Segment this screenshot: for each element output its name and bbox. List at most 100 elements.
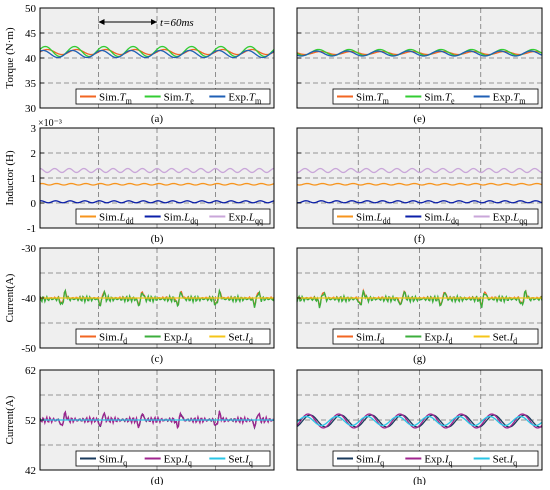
legend-label-sub: q (380, 459, 384, 468)
legend-label-var: I (444, 454, 450, 466)
legend-label-var: I (183, 454, 189, 466)
series-line (39, 167, 275, 174)
legend-label-base: Set. (228, 332, 245, 344)
y-tick-label: 30 (25, 103, 37, 115)
panel-e: Sim.Tm Sim.Te Exp.Tm(e) (296, 7, 543, 125)
legend-label: Set.Id (493, 332, 517, 346)
legend-label-var: I (244, 454, 250, 466)
panel-tag: (a) (151, 113, 164, 125)
legend-label-base: Set. (228, 454, 245, 466)
legend-label: Sim.Ldd (356, 212, 391, 226)
y-tick-label: 42 (25, 465, 36, 477)
panel-tag: (b) (151, 233, 164, 245)
legend-label-base: Sim. (356, 332, 377, 344)
legend-label-base: Sim. (164, 212, 185, 224)
legend-label-sub: d (249, 337, 253, 346)
legend-label-var: T (184, 92, 191, 104)
legend-label-var: L (444, 212, 451, 224)
legend-label-sub: m (383, 97, 390, 106)
legend-label-var: I (508, 332, 514, 344)
legend-label-var: I (444, 332, 450, 344)
legend-label-base: Set. (493, 332, 510, 344)
legend-label-base: Exp. (164, 454, 185, 466)
legend-label-sub: d (188, 337, 192, 346)
y-axis-label: Torque (N·m) (4, 27, 16, 89)
panel-tag: (f) (414, 233, 425, 245)
legend-label-sub: m (519, 97, 526, 106)
series-line (296, 415, 543, 427)
legend-label-sub: dq (190, 217, 198, 226)
legend-label: Exp.Lqq (493, 212, 528, 226)
series-line (296, 167, 543, 174)
series-line (39, 49, 275, 59)
y-tick-label: 3 (31, 123, 37, 135)
legend-label-base: Exp. (493, 92, 514, 104)
legend-label: Sim.Ldd (99, 212, 134, 226)
legend-label: Sim.Id (99, 332, 127, 346)
arrow-head-left (98, 19, 105, 25)
panel-tag: (d) (151, 475, 164, 485)
legend-label-sub: e (190, 97, 194, 106)
legend-label-base: Exp. (424, 454, 445, 466)
legend-label-base: Exp. (228, 92, 249, 104)
y-tick-label: 45 (25, 28, 37, 40)
legend-label-base: Exp. (424, 332, 445, 344)
legend-box (332, 208, 539, 225)
y-tick-label: -30 (21, 243, 36, 255)
legend-label-base: Set. (493, 454, 510, 466)
legend-box (332, 88, 539, 105)
legend-label-base: Sim. (99, 332, 120, 344)
y-tick-label: -1 (27, 223, 36, 235)
panel-g: Sim.Id Exp.Id Set.Id(g) (296, 247, 543, 365)
legend-label-sub: dd (126, 217, 134, 226)
legend-label-var: I (244, 332, 250, 344)
legend-label-var: T (119, 92, 126, 104)
legend-label-var: T (376, 92, 383, 104)
legend-box (75, 450, 271, 467)
legend-label: Sim.Te (164, 92, 195, 106)
legend-label-sub: m (255, 97, 262, 106)
y-tick-label: 1 (31, 173, 37, 185)
legend-label: Exp.Iq (164, 454, 192, 468)
legend-label-base: Exp. (228, 212, 249, 224)
legend-label-var: L (512, 212, 519, 224)
panel-tag: (e) (413, 113, 426, 125)
panel-h: Sim.Iq Exp.Iq Set.Iq(h) (296, 369, 543, 487)
y-tick-label: 40 (25, 53, 37, 65)
legend-label-sub: d (123, 337, 127, 346)
legend-label-var: I (375, 454, 381, 466)
panel-tag: (h) (413, 475, 426, 485)
legend-label-var: I (183, 332, 189, 344)
legend-label-var: L (248, 212, 255, 224)
panel-tag: (g) (413, 353, 426, 365)
series-line (296, 182, 543, 186)
legend-label-sub: q (188, 459, 192, 468)
legend-label-base: Sim. (356, 454, 377, 466)
legend-box (75, 88, 271, 105)
legend-label-base: Exp. (493, 212, 514, 224)
legend-label-var: L (118, 212, 125, 224)
series-line (39, 200, 275, 204)
series-line (39, 45, 275, 58)
legend-label-sub: q (448, 459, 452, 468)
legend-label-base: Sim. (424, 92, 445, 104)
legend-label-var: L (183, 212, 190, 224)
series-line (39, 288, 275, 308)
legend-label-sub: d (513, 337, 517, 346)
legend-label-sub: e (451, 97, 455, 106)
legend-label-base: Sim. (99, 454, 120, 466)
legend-label-base: Sim. (424, 212, 445, 224)
legend-label-base: Sim. (164, 92, 185, 104)
legend-label-base: Exp. (164, 332, 185, 344)
legend-box (332, 450, 539, 467)
y-tick-label: 2 (31, 148, 37, 160)
legend-label-var: T (249, 92, 256, 104)
legend-box (332, 328, 539, 345)
time-span-label: t=60ms (160, 17, 194, 29)
arrow-head-right (151, 19, 157, 25)
legend-label: Sim.Ldq (164, 212, 199, 226)
